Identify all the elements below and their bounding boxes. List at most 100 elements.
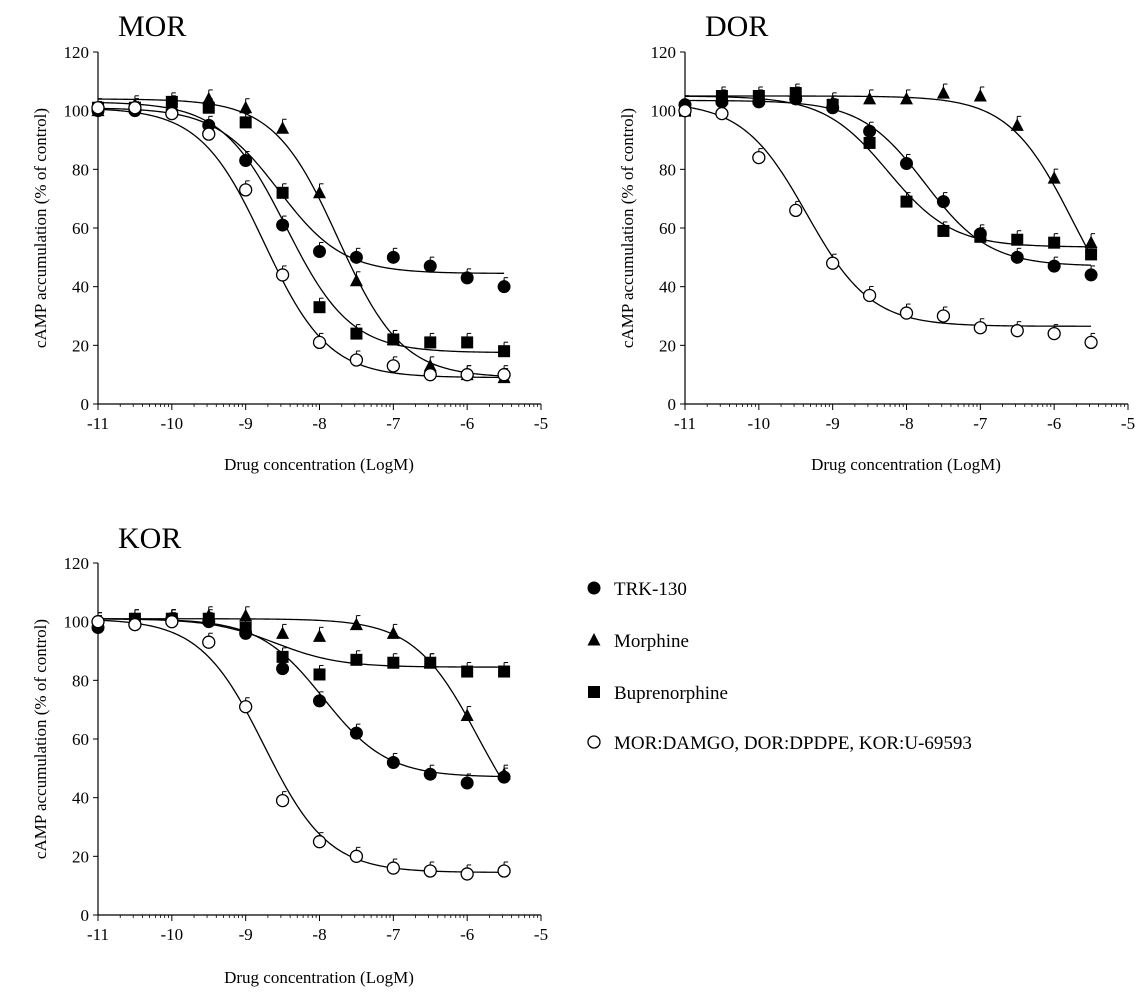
data-point-filled-square bbox=[937, 224, 950, 237]
y-tick-label: 100 bbox=[64, 613, 90, 632]
data-point-open-circle bbox=[678, 104, 692, 118]
data-point-filled-triangle bbox=[386, 626, 400, 639]
data-point-filled-square bbox=[424, 336, 437, 349]
panel-kor: KOR cAMP accumulation (% of control) Dru… bbox=[31, 522, 548, 987]
data-point-filled-square bbox=[461, 336, 474, 349]
x-tick-label: -8 bbox=[312, 414, 326, 433]
data-point-open-circle bbox=[128, 101, 142, 115]
x-tick-label: -10 bbox=[160, 925, 183, 944]
data-point-open-circle bbox=[899, 306, 914, 320]
y-tick-label: 0 bbox=[81, 906, 90, 925]
data-point-filled-triangle bbox=[276, 121, 290, 134]
y-axis-label-kor: cAMP accumulation (% of control) bbox=[31, 619, 50, 859]
x-tick-label: -7 bbox=[386, 414, 401, 433]
x-tick-label: -5 bbox=[534, 414, 548, 433]
data-point-open-circle bbox=[202, 127, 216, 141]
legend-label-morphine: Morphine bbox=[614, 631, 689, 652]
data-point-open-circle bbox=[275, 793, 290, 808]
data-point-open-circle bbox=[91, 101, 105, 115]
data-point-filled-circle bbox=[1047, 259, 1061, 273]
data-point-filled-square bbox=[239, 621, 252, 634]
data-point-filled-circle bbox=[1010, 250, 1024, 264]
x-tick-label: -10 bbox=[160, 414, 183, 433]
fit-curves-dor bbox=[684, 95, 1092, 327]
data-point-open-circle bbox=[789, 203, 803, 218]
tick-labels-kor: 0 20 40 60 80 100 120 -11 -10 -9 -8 -7 -6 -5 bbox=[64, 554, 549, 944]
y-tick-label: 60 bbox=[72, 730, 89, 749]
legend-marker-filled-triangle bbox=[587, 633, 601, 646]
x-tick-label: -9 bbox=[239, 414, 253, 433]
data-point-open-circle bbox=[1047, 326, 1061, 341]
panel-mor: MOR cAMP accumulation (% of control) Dru… bbox=[31, 10, 548, 474]
x-tick-label: -8 bbox=[899, 414, 913, 433]
data-points-mor bbox=[91, 89, 511, 384]
tick-labels-mor: 0 20 40 60 80 100 120 -11 -10 -9 -8 -7 -6 -5 bbox=[64, 43, 549, 433]
data-point-open-circle bbox=[165, 615, 179, 629]
data-point-filled-triangle bbox=[900, 91, 913, 105]
data-point-filled-circle bbox=[900, 156, 913, 170]
data-points-kor bbox=[91, 606, 511, 881]
fit-curves-kor bbox=[97, 618, 505, 873]
data-point-filled-square bbox=[900, 195, 913, 208]
legend: TRK-130 Morphine Buprenorphine MOR:DAMGO… bbox=[587, 579, 972, 754]
y-tick-label: 60 bbox=[72, 219, 89, 238]
data-point-open-circle bbox=[128, 617, 142, 632]
data-point-filled-square bbox=[239, 116, 252, 129]
x-tick-label: -5 bbox=[1121, 414, 1135, 433]
legend-marker-filled-square bbox=[588, 686, 600, 698]
x-tick-label: -5 bbox=[534, 925, 548, 944]
tick-labels-dor: 0 20 40 60 80 100 120 -11 -10 -9 -8 -7 -6 -5 bbox=[651, 43, 1136, 433]
panel-title-dor: DOR bbox=[705, 10, 768, 43]
data-point-filled-circle bbox=[313, 244, 326, 258]
data-point-filled-circle bbox=[460, 271, 474, 285]
data-point-open-circle bbox=[973, 321, 987, 335]
x-tick-label: -8 bbox=[312, 925, 326, 944]
data-point-filled-square bbox=[461, 665, 474, 678]
legend-symbol-filled-square bbox=[588, 686, 600, 698]
legend-label-trk130: TRK-130 bbox=[614, 579, 687, 600]
y-tick-label: 20 bbox=[72, 336, 89, 355]
data-point-filled-square bbox=[350, 653, 363, 666]
x-tick-label: -7 bbox=[973, 414, 988, 433]
data-point-filled-square bbox=[752, 90, 765, 102]
data-point-filled-circle bbox=[349, 250, 363, 264]
y-tick-label: 20 bbox=[72, 847, 89, 866]
legend-marker-filled-circle bbox=[587, 581, 601, 595]
x-tick-label: -6 bbox=[1047, 414, 1061, 433]
fit-curve-open-circle bbox=[97, 108, 505, 379]
data-point-open-circle bbox=[1010, 324, 1024, 338]
y-tick-label: 20 bbox=[659, 336, 676, 355]
data-point-filled-square bbox=[498, 665, 511, 678]
data-point-open-circle bbox=[275, 268, 290, 282]
panel-title-kor: KOR bbox=[118, 522, 181, 555]
data-point-filled-square bbox=[715, 90, 728, 102]
data-point-filled-square bbox=[387, 656, 400, 669]
data-point-filled-square bbox=[387, 333, 400, 346]
data-point-filled-square bbox=[826, 98, 839, 111]
x-tick-label: -6 bbox=[460, 414, 474, 433]
y-tick-label: 80 bbox=[72, 671, 89, 690]
y-tick-label: 100 bbox=[64, 102, 90, 121]
data-point-filled-circle bbox=[1084, 268, 1098, 282]
data-point-filled-triangle bbox=[423, 358, 437, 372]
x-tick-label: -11 bbox=[87, 414, 109, 433]
data-point-open-circle bbox=[349, 849, 364, 863]
data-point-filled-square bbox=[789, 87, 802, 100]
y-axis-label-mor: cAMP accumulation (% of control) bbox=[31, 108, 50, 348]
data-point-filled-triangle bbox=[863, 91, 877, 105]
data-point-filled-circle bbox=[239, 154, 253, 168]
data-point-open-circle bbox=[239, 183, 253, 197]
fit-curve-filled-triangle bbox=[98, 618, 505, 784]
data-point-filled-triangle bbox=[313, 185, 326, 199]
data-point-open-circle bbox=[239, 700, 253, 714]
y-tick-label: 0 bbox=[668, 395, 677, 414]
x-tick-label: -9 bbox=[239, 925, 253, 944]
legend-symbol-filled-circle bbox=[587, 581, 601, 595]
data-point-filled-square bbox=[1048, 236, 1061, 249]
data-point-open-circle bbox=[202, 635, 216, 649]
data-point-filled-triangle bbox=[239, 100, 253, 114]
data-point-filled-triangle bbox=[276, 626, 290, 639]
y-tick-label: 0 bbox=[81, 395, 90, 414]
data-point-filled-circle bbox=[349, 726, 363, 740]
